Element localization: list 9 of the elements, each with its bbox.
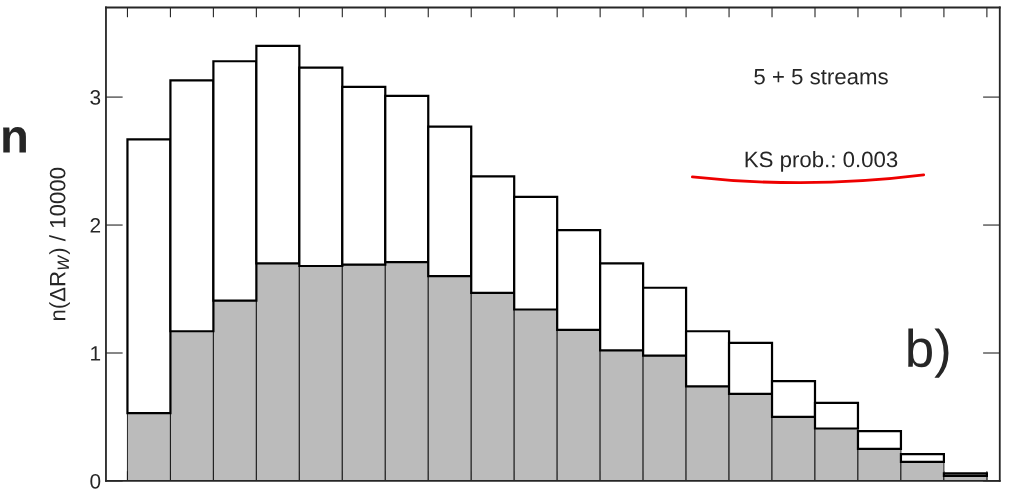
- y-tick-label: 0: [90, 473, 101, 489]
- y-tick-label: 1: [91, 346, 101, 361]
- y-tick-label: 3: [90, 90, 101, 105]
- y-axis-title: n(ΔR$_{W}$) / 10000: [49, 167, 70, 321]
- annotation: 5 + 5 streams: [754, 68, 888, 85]
- text: n: [3, 127, 26, 153]
- annotation: b): [908, 328, 949, 378]
- annotation: KS prob.: 0.003: [745, 151, 898, 172]
- y-tick-label: 2: [90, 218, 101, 233]
